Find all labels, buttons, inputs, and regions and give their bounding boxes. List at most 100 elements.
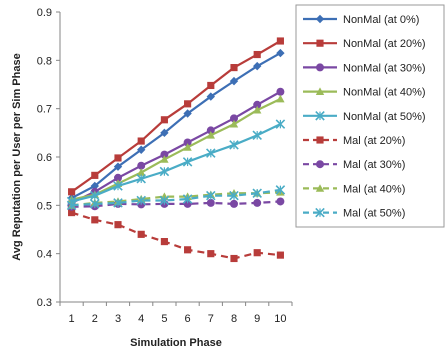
data-point [229, 190, 239, 201]
x-tick-label: 4 [138, 313, 144, 325]
data-point [316, 63, 324, 72]
data-point [276, 48, 285, 58]
data-point [90, 190, 100, 201]
data-point [183, 109, 192, 118]
legend-label: Mal (at 20%) [343, 135, 405, 147]
plot-area [66, 37, 286, 263]
series-mal-at-20 [68, 209, 284, 263]
data-point [182, 157, 193, 167]
data-point [137, 145, 146, 154]
data-point [315, 207, 325, 218]
data-point [229, 140, 239, 150]
legend-item: Mal (at 30%) [303, 159, 405, 171]
data-point [206, 126, 215, 135]
data-point [252, 130, 262, 141]
data-point [160, 238, 168, 246]
data-point [276, 37, 284, 45]
y-tick-label: 0.8 [37, 55, 52, 67]
data-point [315, 111, 325, 121]
data-point [137, 230, 145, 238]
data-point [90, 199, 100, 209]
series-nonmal-at-50 [66, 119, 286, 207]
x-tick-label: 7 [208, 313, 214, 325]
data-point [253, 105, 262, 114]
y-axis-title: Avg Reputation per User per Sim Phase [11, 53, 23, 260]
data-point [315, 184, 325, 192]
x-tick-label: 9 [254, 313, 260, 325]
x-tick-label: 6 [185, 313, 191, 325]
x-tick-label: 1 [69, 313, 75, 325]
data-point [137, 161, 146, 170]
legend-item: Mal (at 50%) [303, 208, 405, 220]
data-point [91, 171, 99, 179]
data-point [275, 185, 286, 195]
series-line [70, 40, 281, 193]
data-point [182, 194, 193, 204]
data-point [206, 92, 215, 101]
series-line [71, 191, 281, 207]
series-nonmal-at-30 [67, 87, 285, 207]
y-tick-label: 0.9 [37, 7, 52, 19]
data-point [159, 195, 170, 206]
data-point [114, 154, 122, 162]
data-point [230, 64, 238, 72]
data-point [206, 148, 216, 158]
data-point [315, 14, 325, 24]
data-point [229, 76, 239, 86]
legend-label: Mal (at 40%) [343, 183, 405, 195]
legend-item: Mal (at 20%) [303, 135, 405, 147]
data-point [207, 81, 215, 90]
series-mal-at-50 [66, 185, 286, 211]
data-point [136, 195, 146, 206]
legend-item: NonMal (at 40%) [303, 87, 426, 99]
series-line [71, 98, 281, 201]
data-point [184, 100, 192, 108]
data-point [206, 198, 215, 207]
data-point [91, 216, 99, 224]
legend-item: NonMal (at 20%) [303, 38, 426, 50]
data-point [206, 190, 216, 201]
data-point [276, 251, 284, 259]
x-tick-label: 3 [115, 313, 121, 325]
legend-label: NonMal (at 50%) [343, 111, 426, 123]
x-tick-label: 2 [92, 313, 98, 325]
legend-item: NonMal (at 30%) [303, 62, 426, 74]
data-point [316, 160, 324, 169]
data-point [90, 181, 99, 191]
data-point [316, 39, 324, 47]
data-point [66, 200, 77, 211]
x-tick-label: 5 [161, 313, 167, 325]
data-point [206, 131, 215, 139]
data-point [160, 150, 169, 159]
legend-label: NonMal (at 0%) [343, 14, 419, 26]
series-nonmal-at-20 [68, 37, 284, 196]
data-point [253, 249, 261, 257]
y-tick-label: 0.6 [37, 152, 52, 164]
data-point [207, 250, 215, 258]
legend-label: NonMal (at 20%) [343, 38, 426, 50]
data-point [184, 246, 192, 254]
legend-item: NonMal (at 50%) [303, 111, 426, 123]
series-line [71, 188, 281, 207]
x-ticks: 1 2 3 4 5 6 7 8 9 10 [59, 302, 293, 325]
data-point [253, 50, 261, 59]
data-point [253, 100, 262, 109]
legend-label: Mal (at 30%) [343, 159, 405, 171]
data-point [137, 168, 146, 176]
series-line [71, 211, 281, 260]
data-point [136, 173, 146, 184]
legend-label: Mal (at 50%) [343, 208, 405, 220]
data-point [113, 181, 123, 191]
data-point [114, 221, 122, 229]
y-tick-label: 0.4 [37, 249, 52, 261]
data-point [275, 119, 286, 129]
data-point [159, 166, 170, 177]
data-point [276, 94, 285, 103]
data-point [183, 138, 192, 147]
series-line [71, 90, 281, 204]
data-point [113, 162, 123, 171]
series-nonmal-at-0 [67, 48, 285, 203]
data-point [253, 61, 262, 71]
data-point [68, 188, 76, 196]
x-axis-title: Simulation Phase [130, 337, 222, 349]
